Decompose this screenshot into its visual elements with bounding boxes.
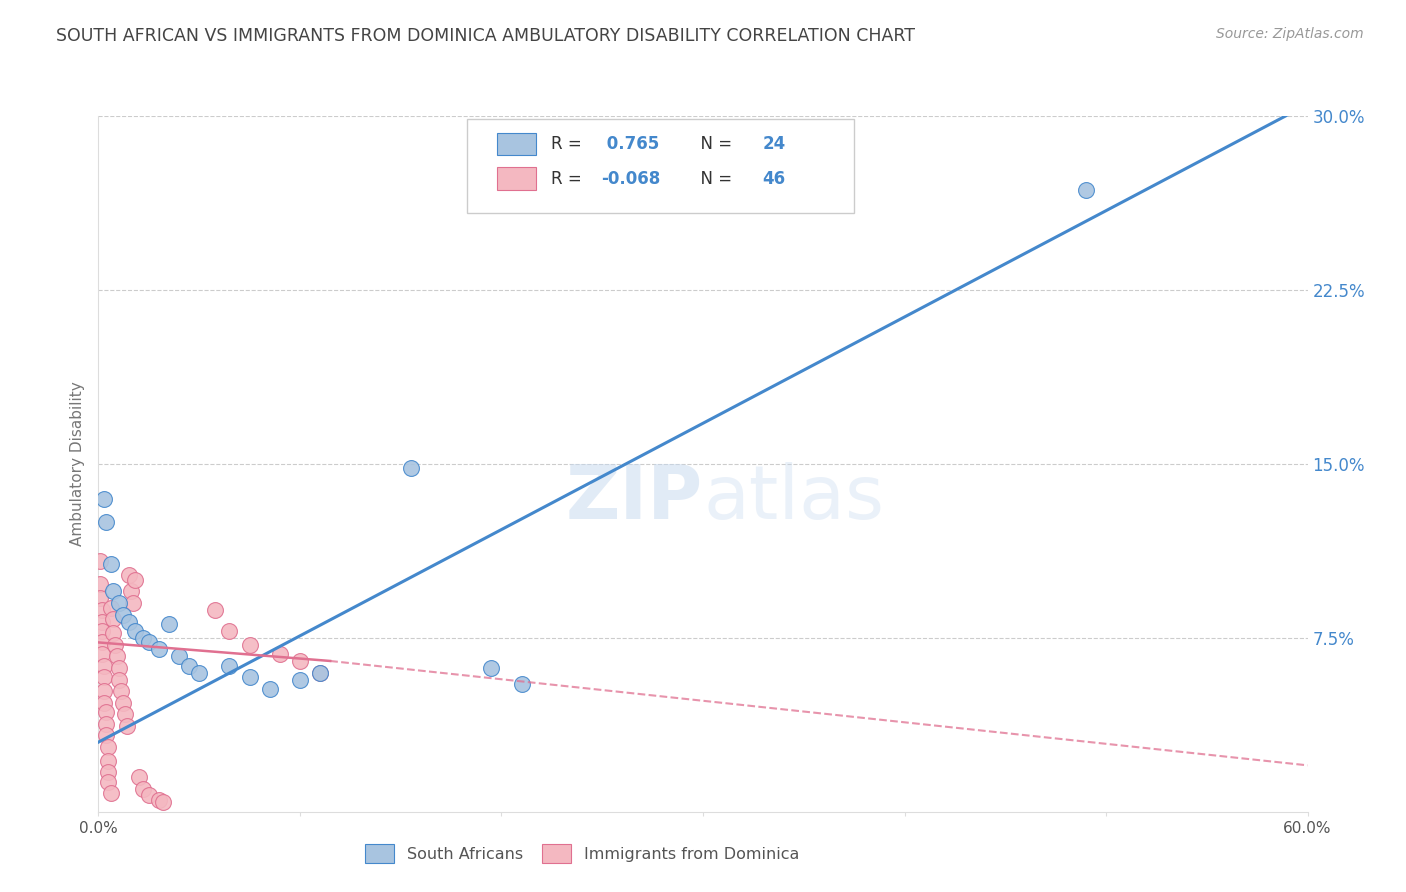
Point: [239, 638, 262, 652]
Point: [107, 673, 129, 687]
Point: [93, 696, 115, 710]
Point: [93, 658, 115, 673]
FancyBboxPatch shape: [467, 120, 855, 213]
Point: [309, 665, 332, 680]
Point: [97, 754, 120, 768]
Point: [188, 665, 211, 680]
Point: [96, 716, 118, 731]
Point: [107, 661, 129, 675]
Point: [152, 796, 174, 810]
Point: [89, 554, 111, 568]
Point: [100, 600, 122, 615]
Text: -0.068: -0.068: [602, 169, 661, 187]
Y-axis label: Ambulatory Disability: Ambulatory Disability: [70, 382, 86, 546]
Point: [269, 647, 291, 661]
Point: [309, 665, 332, 680]
FancyBboxPatch shape: [498, 168, 536, 190]
Point: [120, 584, 142, 599]
Point: [114, 707, 136, 722]
Point: [239, 670, 262, 684]
Point: [124, 624, 146, 638]
Point: [93, 491, 115, 506]
Point: [97, 765, 120, 780]
Point: [91, 603, 114, 617]
Point: [259, 681, 281, 696]
Point: [167, 649, 190, 664]
Text: R =: R =: [551, 169, 586, 187]
Point: [93, 684, 115, 698]
Text: N =: N =: [690, 169, 737, 187]
Point: [97, 739, 120, 754]
Text: R =: R =: [551, 135, 586, 153]
Point: [1074, 183, 1097, 197]
Point: [118, 615, 141, 629]
Point: [218, 624, 240, 638]
Point: [179, 658, 201, 673]
Point: [107, 596, 129, 610]
Point: [96, 728, 118, 742]
Point: [118, 568, 141, 582]
Point: [132, 631, 155, 645]
Point: [510, 677, 533, 691]
Text: SOUTH AFRICAN VS IMMIGRANTS FROM DOMINICA AMBULATORY DISABILITY CORRELATION CHAR: SOUTH AFRICAN VS IMMIGRANTS FROM DOMINIC…: [56, 27, 915, 45]
Point: [288, 654, 311, 668]
Text: N =: N =: [690, 135, 737, 153]
Point: [105, 649, 128, 664]
Point: [132, 781, 155, 796]
Point: [91, 647, 114, 661]
Point: [91, 624, 114, 638]
Point: [100, 557, 122, 571]
Point: [91, 615, 114, 629]
Text: 24: 24: [762, 135, 786, 153]
Point: [93, 670, 115, 684]
Point: [111, 607, 134, 622]
Point: [110, 684, 132, 698]
Point: [115, 719, 138, 733]
Text: 0.765: 0.765: [602, 135, 659, 153]
Point: [138, 635, 160, 649]
Point: [288, 673, 311, 687]
Text: atlas: atlas: [703, 462, 884, 535]
Point: [101, 584, 124, 599]
Point: [89, 591, 111, 606]
Point: [148, 642, 170, 657]
Point: [96, 705, 118, 719]
Point: [157, 616, 180, 631]
Point: [399, 461, 422, 475]
Point: [91, 635, 114, 649]
Point: [481, 661, 503, 675]
Text: Source: ZipAtlas.com: Source: ZipAtlas.com: [1216, 27, 1364, 41]
Point: [97, 774, 120, 789]
Point: [103, 638, 125, 652]
Point: [111, 696, 134, 710]
Point: [101, 612, 124, 626]
Point: [100, 786, 122, 800]
Point: [96, 515, 118, 529]
Text: ZIP: ZIP: [565, 462, 703, 535]
Point: [138, 789, 160, 803]
Text: 46: 46: [762, 169, 786, 187]
Point: [89, 577, 111, 591]
FancyBboxPatch shape: [498, 133, 536, 155]
Legend: South Africans, Immigrants from Dominica: South Africans, Immigrants from Dominica: [359, 838, 806, 870]
Point: [124, 573, 146, 587]
Point: [128, 770, 150, 784]
Point: [218, 658, 240, 673]
Point: [204, 603, 226, 617]
Point: [101, 626, 124, 640]
Point: [121, 596, 143, 610]
Point: [148, 793, 170, 807]
